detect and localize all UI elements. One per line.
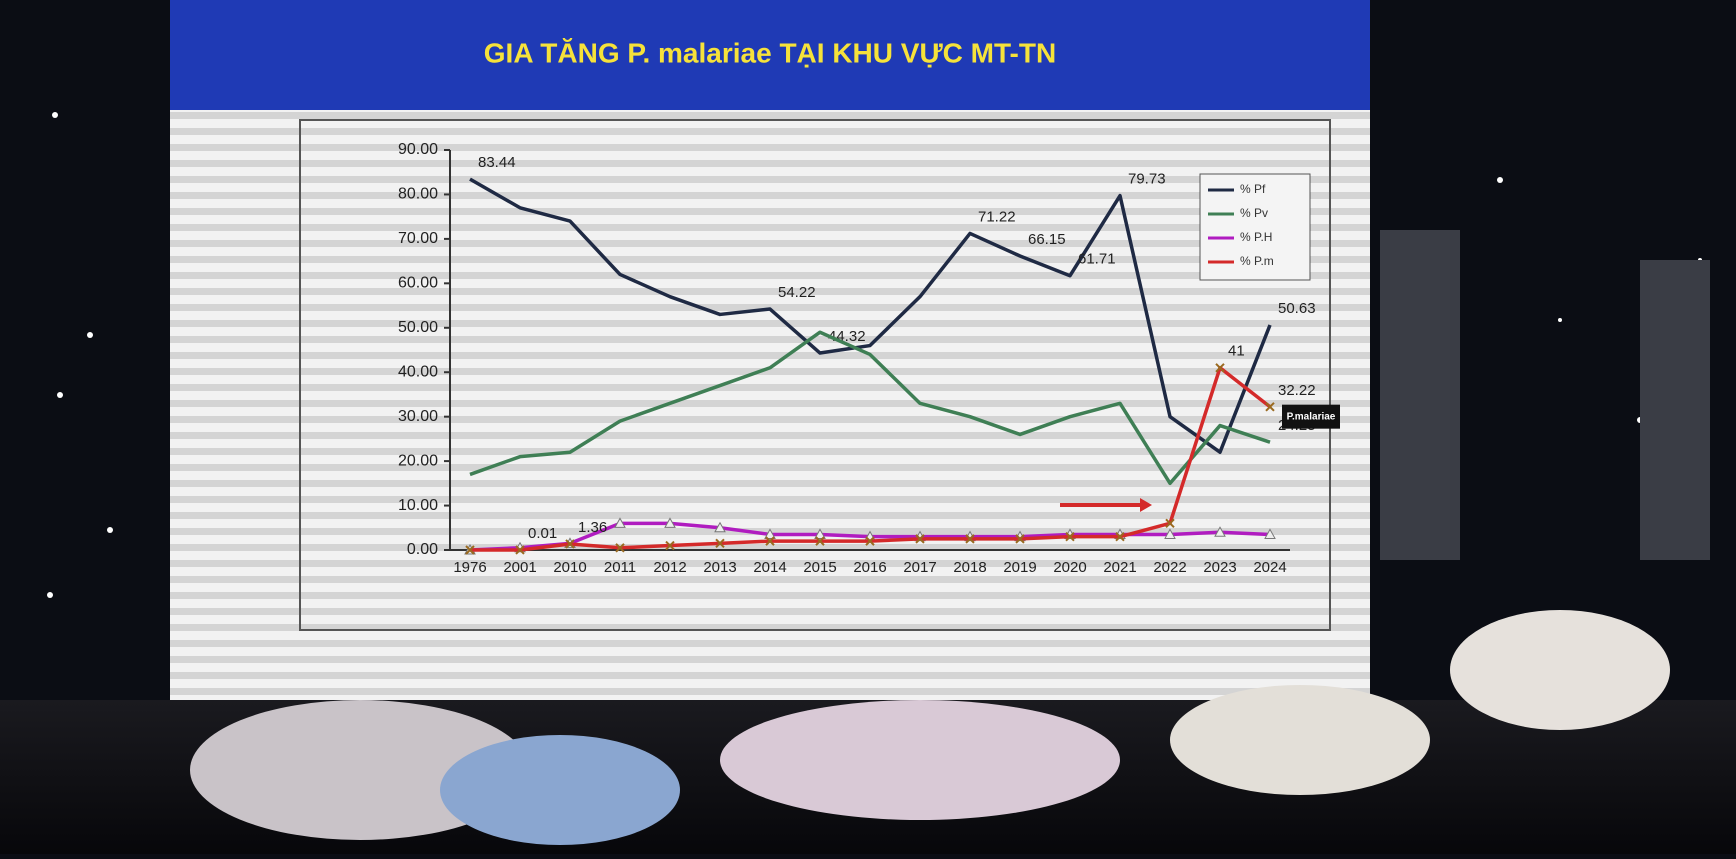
- marker: [1165, 518, 1175, 529]
- marker: [614, 517, 626, 528]
- annotation-box: [1282, 404, 1340, 429]
- x-tick-label: 2011: [604, 559, 636, 576]
- marker: [465, 545, 475, 555]
- data-label: 41: [1228, 343, 1245, 360]
- y-tick-label: 40.00: [398, 363, 438, 380]
- x-tick-label: 2023: [1203, 559, 1236, 576]
- data-label: 66.15: [1028, 231, 1066, 248]
- data-label: 0.01: [528, 525, 557, 542]
- marker: [665, 540, 675, 551]
- x-tick-label: 2018: [953, 559, 986, 576]
- legend-label: % P.m: [1240, 254, 1274, 268]
- marker: [865, 536, 875, 546]
- y-tick-label: 20.00: [398, 452, 438, 469]
- marker: [1264, 528, 1276, 539]
- x-tick-label: 2001: [503, 559, 536, 576]
- x-tick-label: 2015: [803, 559, 836, 576]
- y-tick-label: 50.00: [398, 319, 438, 336]
- y-tick-label: 0.00: [407, 541, 438, 558]
- marker: [565, 539, 575, 549]
- x-tick-label: 2014: [753, 559, 786, 576]
- marker: [1215, 363, 1225, 373]
- y-tick-label: 30.00: [398, 408, 438, 425]
- annotation: P.malariae: [1287, 411, 1336, 422]
- data-label: 71.22: [978, 208, 1016, 225]
- marker: [765, 536, 775, 546]
- x-tick-label: 2020: [1053, 559, 1086, 576]
- marker: [1214, 526, 1226, 537]
- marker: [1065, 531, 1075, 542]
- y-tick-label: 60.00: [398, 275, 438, 292]
- x-tick-label: 2021: [1103, 559, 1136, 576]
- x-tick-label: 2022: [1153, 559, 1186, 576]
- marker: [664, 517, 676, 528]
- x-tick-label: 2012: [653, 559, 686, 576]
- x-tick-label: 2017: [903, 559, 936, 576]
- x-tick-label: 2024: [1253, 559, 1286, 576]
- marker: [814, 528, 826, 539]
- y-tick-label: 90.00: [398, 141, 438, 158]
- x-tick-label: 2019: [1003, 559, 1036, 576]
- legend-label: % Pv: [1240, 206, 1268, 220]
- y-tick-label: 80.00: [398, 186, 438, 203]
- x-tick-label: 1976: [453, 559, 486, 576]
- arrow-head: [1140, 498, 1152, 512]
- side-panel: [1380, 230, 1460, 560]
- title-band: [170, 0, 1370, 110]
- y-tick-label: 10.00: [398, 497, 438, 514]
- series-line: [469, 330, 1271, 486]
- x-tick-label: 2013: [703, 559, 736, 576]
- marker: [764, 528, 776, 539]
- marker: [1265, 402, 1275, 412]
- flowers: [190, 610, 1670, 845]
- y-tick-label: 70.00: [398, 230, 438, 247]
- chart-title: GIA TĂNG P. malariae TẠI KHU VỰC MT-TN: [484, 37, 1056, 68]
- chart-frame: [299, 119, 1331, 631]
- data-label: 1.36: [578, 519, 607, 536]
- marker: [1115, 531, 1125, 542]
- marker: [615, 543, 625, 553]
- marker: [815, 536, 825, 546]
- legend-label: % Pf: [1240, 182, 1266, 196]
- data-label: 54.22: [778, 284, 816, 301]
- series-line: [469, 177, 1272, 454]
- data-label: 32.22: [1278, 382, 1316, 399]
- legend-label: % P.H: [1240, 230, 1272, 244]
- marker: [1015, 534, 1025, 544]
- data-label: 50.63: [1278, 300, 1316, 317]
- screen: [170, 0, 1370, 700]
- marker: [714, 521, 726, 533]
- x-tick-label: 2010: [553, 559, 586, 576]
- marker: [515, 545, 525, 555]
- marker: [965, 534, 975, 544]
- side-panel: [1640, 260, 1710, 560]
- marker: [715, 538, 725, 549]
- data-label: 61.71: [1078, 251, 1116, 268]
- x-tick-label: 2016: [853, 559, 886, 576]
- data-label: 83.44: [478, 154, 516, 171]
- marker: [1164, 528, 1176, 539]
- data-label: 79.73: [1128, 171, 1166, 188]
- marker: [915, 534, 925, 544]
